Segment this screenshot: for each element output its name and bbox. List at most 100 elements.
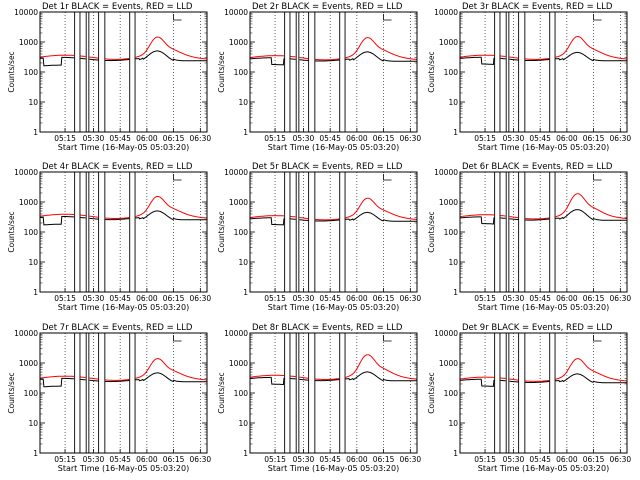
bracket-marker xyxy=(173,174,182,181)
y-tick-label: 1000 xyxy=(439,38,458,47)
x-tick-label: 05:45 xyxy=(319,134,341,143)
plot-frame xyxy=(249,171,418,293)
y-tick-label: 1 xyxy=(453,449,458,458)
y-tick-label: 10 xyxy=(28,98,38,107)
y-tick-label: 10 xyxy=(28,419,38,428)
y-tick-label: 1000 xyxy=(439,359,458,368)
y-tick-label: 10 xyxy=(238,258,248,267)
y-tick-label: 10 xyxy=(448,258,458,267)
chart-panel-2: Det 2r BLACK = Events, RED = LLD 05:15 05:… xyxy=(217,2,421,152)
x-axis-label: Start Time (16-May-05 05:03:20) xyxy=(268,143,399,152)
chart-panel-4: Det 4r BLACK = Events, RED = LLD 05:15 05:… xyxy=(7,162,211,312)
x-tick-label: 05:30 xyxy=(83,294,105,303)
series-events-line xyxy=(39,372,207,388)
y-tick-label: 100 xyxy=(24,389,39,398)
x-tick-label: 06:00 xyxy=(556,134,578,143)
chart-title: Det 3r BLACK = Events, RED = LLD xyxy=(462,2,613,12)
y-tick-label: 10 xyxy=(238,419,248,428)
x-tick-label: 05:30 xyxy=(83,134,105,143)
y-tick-label: 1 xyxy=(243,128,248,137)
y-tick-label: 10000 xyxy=(434,168,458,177)
y-tick-label: 10 xyxy=(448,419,458,428)
x-tick-label: 05:30 xyxy=(293,134,315,143)
x-tick-label: 06:00 xyxy=(346,455,368,464)
plot-frame xyxy=(459,171,628,293)
x-tick-label: 06:30 xyxy=(400,294,422,303)
x-tick-label: 05:45 xyxy=(529,294,551,303)
y-axis-label: Counts/sec xyxy=(427,211,436,252)
y-axis-label: Counts/sec xyxy=(217,51,226,92)
y-tick-label: 1000 xyxy=(229,38,248,47)
bracket-marker xyxy=(593,14,602,21)
y-tick-label: 1000 xyxy=(229,359,248,368)
bracket-marker xyxy=(383,335,392,342)
y-tick-label: 10 xyxy=(448,98,458,107)
y-tick-label: 10000 xyxy=(434,329,458,338)
y-axis-label: Counts/sec xyxy=(427,51,436,92)
chart-title: Det 5r BLACK = Events, RED = LLD xyxy=(252,162,403,172)
series-lld-line xyxy=(459,36,627,60)
y-tick-label: 100 xyxy=(234,228,249,237)
x-axis-label: Start Time (16-May-05 05:03:20) xyxy=(58,464,189,473)
x-tick-label: 06:00 xyxy=(556,294,578,303)
bracket-marker xyxy=(383,14,392,21)
x-tick-label: 06:30 xyxy=(610,455,632,464)
chart-panel-9: Det 9r BLACK = Events, RED = LLD 05:15 05:… xyxy=(427,323,631,473)
x-tick-label: 06:15 xyxy=(163,455,185,464)
plot-frame xyxy=(39,11,208,133)
series-lld-line xyxy=(249,37,418,61)
y-tick-label: 100 xyxy=(444,228,459,237)
x-tick-label: 06:15 xyxy=(373,134,395,143)
y-tick-label: 100 xyxy=(444,389,459,398)
chart-panel-8: Det 8r BLACK = Events, RED = LLD 05:15 05:… xyxy=(217,323,421,473)
x-tick-label: 06:00 xyxy=(346,134,368,143)
series-lld-line xyxy=(39,195,207,219)
chart-panel-1: Det 1r BLACK = Events, RED = LLD 05:15 05:… xyxy=(7,2,211,152)
y-tick-label: 1 xyxy=(453,288,458,297)
x-tick-label: 06:30 xyxy=(190,455,212,464)
y-tick-label: 1 xyxy=(33,288,38,297)
x-tick-label: 05:15 xyxy=(54,134,76,143)
bracket-marker xyxy=(173,335,182,342)
x-tick-label: 06:00 xyxy=(346,294,368,303)
x-axis-label: Start Time (16-May-05 05:03:20) xyxy=(478,464,609,473)
bracket-marker xyxy=(593,174,602,181)
y-tick-label: 10000 xyxy=(434,8,458,17)
x-tick-label: 06:15 xyxy=(373,294,395,303)
x-axis-label: Start Time (16-May-05 05:03:20) xyxy=(58,143,189,152)
chart-panel-7: Det 7r BLACK = Events, RED = LLD 05:15 05:… xyxy=(7,323,211,473)
chart-panel-6: Det 6r BLACK = Events, RED = LLD 05:15 05:… xyxy=(427,162,631,312)
y-tick-label: 1 xyxy=(243,449,248,458)
series-events-line xyxy=(249,211,417,226)
x-tick-label: 05:30 xyxy=(83,455,105,464)
x-axis-label: Start Time (16-May-05 05:03:20) xyxy=(478,143,609,152)
series-lld-line xyxy=(459,193,628,220)
x-tick-label: 06:30 xyxy=(400,134,422,143)
chart-title: Det 7r BLACK = Events, RED = LLD xyxy=(42,323,193,333)
y-tick-label: 1000 xyxy=(229,198,248,207)
chart-panel-5: Det 5r BLACK = Events, RED = LLD 05:15 05:… xyxy=(217,162,421,312)
x-tick-label: 06:00 xyxy=(556,455,578,464)
x-tick-label: 06:30 xyxy=(190,294,212,303)
x-tick-label: 05:45 xyxy=(109,294,131,303)
chart-panel-3: Det 3r BLACK = Events, RED = LLD 05:15 05:… xyxy=(427,2,631,152)
series-events-line xyxy=(460,209,627,225)
y-tick-label: 100 xyxy=(234,68,249,77)
x-tick-label: 05:15 xyxy=(54,455,76,464)
x-tick-label: 06:15 xyxy=(373,455,395,464)
y-tick-label: 1000 xyxy=(19,38,38,47)
x-tick-label: 06:00 xyxy=(136,455,158,464)
bracket-marker xyxy=(383,174,392,181)
series-events-line xyxy=(39,210,207,226)
x-tick-label: 05:45 xyxy=(319,455,341,464)
y-tick-label: 10000 xyxy=(224,329,248,338)
bracket-marker xyxy=(173,14,182,21)
chart-title: Det 1r BLACK = Events, RED = LLD xyxy=(42,2,193,12)
x-tick-label: 06:15 xyxy=(583,134,605,143)
plot-frame xyxy=(249,332,418,454)
x-tick-label: 05:15 xyxy=(474,294,496,303)
y-axis-label: Counts/sec xyxy=(7,211,16,252)
x-tick-label: 05:15 xyxy=(474,455,496,464)
x-tick-label: 05:30 xyxy=(503,134,525,143)
